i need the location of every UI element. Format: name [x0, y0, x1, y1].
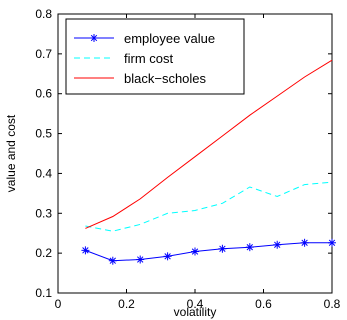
- y-tick-label: 0.4: [35, 166, 52, 180]
- y-axis-ticks: 0.1 0.2 0.3 0.4 0.5 0.6 0.7 0.8: [35, 7, 332, 300]
- legend-label-employee-value: employee value: [124, 31, 215, 46]
- x-axis-ticks: 0 0.2 0.4 0.6 0.8: [55, 14, 341, 311]
- y-tick-label: 0.2: [35, 246, 52, 260]
- x-tick-label: 0.2: [118, 297, 135, 311]
- y-tick-label: 0.3: [35, 206, 52, 220]
- y-axis-title: value and cost: [4, 114, 18, 192]
- employee-value-point: [136, 255, 145, 264]
- y-tick-label: 0.5: [35, 127, 52, 141]
- employee-value-point: [300, 238, 309, 247]
- y-tick-label: 0.6: [35, 87, 52, 101]
- employee-value-point: [218, 244, 227, 253]
- y-tick-label: 0.1: [35, 286, 52, 300]
- legend-label-firm-cost: firm cost: [124, 51, 174, 66]
- y-tick-label: 0.7: [35, 47, 52, 61]
- x-tick-label: 0: [55, 297, 62, 311]
- x-axis-title: volatility: [174, 305, 217, 319]
- legend-box: [65, 18, 245, 95]
- employee-value-point: [245, 243, 254, 252]
- black-scholes-series-line: [85, 59, 333, 229]
- employee-value-series-line: [85, 242, 332, 262]
- series-layer: [81, 59, 336, 265]
- legend-marker-employee-value: [90, 34, 98, 42]
- employee-value-point: [328, 238, 336, 247]
- firm-cost-series-line: [85, 181, 333, 232]
- employee-value-point: [163, 252, 172, 261]
- y-tick-label: 0.8: [35, 7, 52, 21]
- x-tick-label: 0.4: [187, 297, 204, 311]
- employee-value-point: [81, 246, 90, 255]
- legend-label-black-scholes: black−scholes: [124, 71, 207, 86]
- legend: employee value firm cost black−scholes: [65, 18, 245, 95]
- x-tick-label: 0.8: [324, 297, 341, 311]
- employee-value-point: [273, 240, 282, 249]
- x-tick-label: 0.6: [255, 297, 272, 311]
- employee-value-point: [191, 247, 199, 256]
- employee-value-point: [108, 256, 117, 265]
